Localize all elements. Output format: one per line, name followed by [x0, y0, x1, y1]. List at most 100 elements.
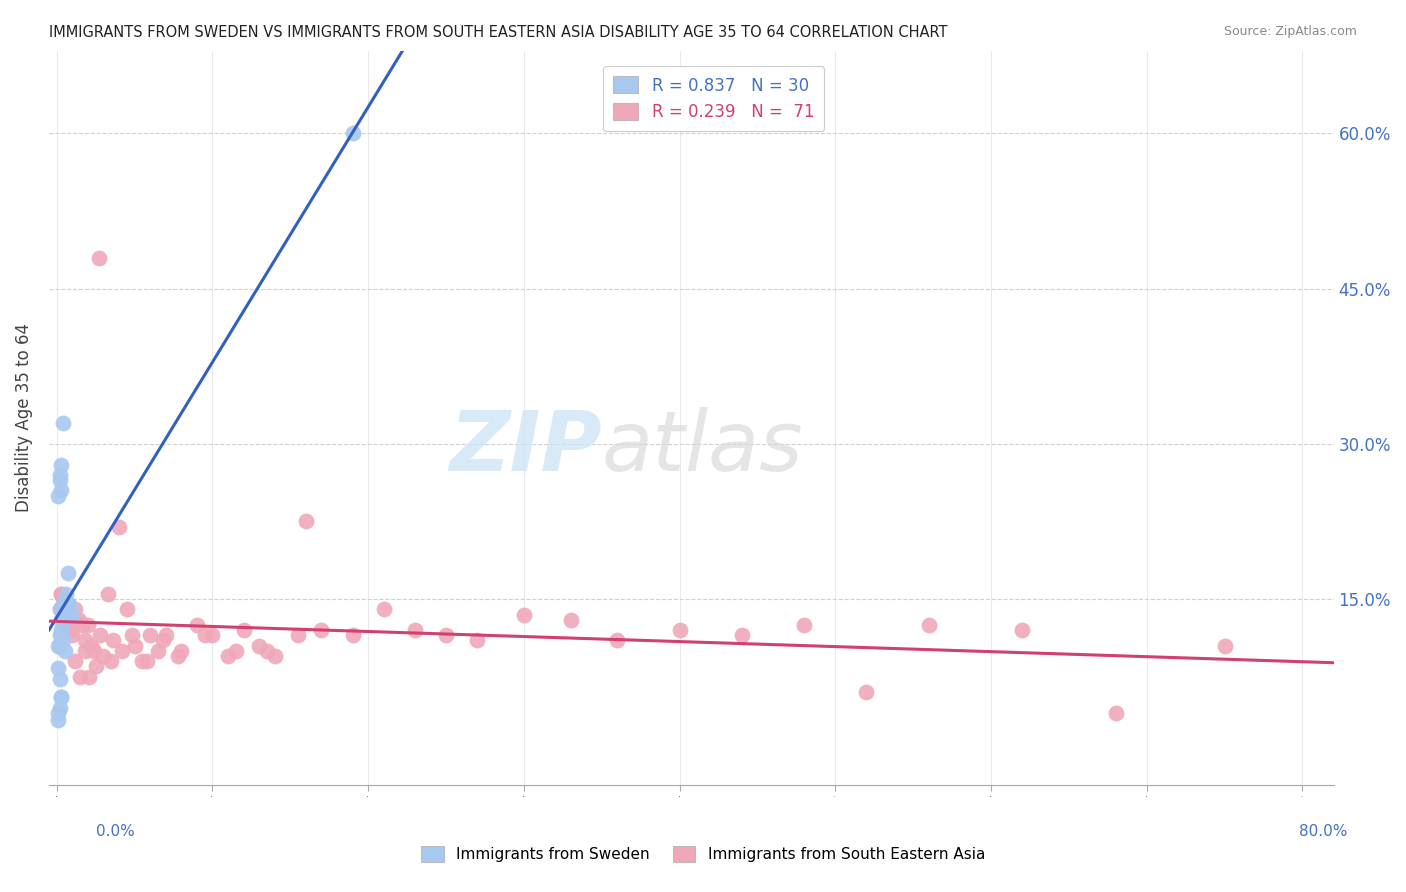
Point [56, 597, 79, 611]
Point [51, 483, 73, 498]
Point [49, 672, 72, 686]
Point [606, 633, 628, 648]
Point [247, 639, 270, 653]
Point [56, 566, 79, 581]
Point [52, 633, 75, 648]
Point [51, 587, 73, 601]
Point [167, 648, 190, 663]
Text: Source: ZipAtlas.com: Source: ZipAtlas.com [1223, 25, 1357, 38]
Point [139, 628, 162, 642]
Legend: Immigrants from Sweden, Immigrants from South Eastern Asia: Immigrants from Sweden, Immigrants from … [415, 840, 991, 868]
Point [121, 628, 143, 642]
Point [152, 633, 174, 648]
Point [115, 602, 138, 616]
Point [263, 648, 285, 663]
Point [668, 623, 690, 637]
Y-axis label: Disability Age 35 to 64: Disability Age 35 to 64 [15, 324, 32, 513]
Point [434, 628, 457, 642]
Text: ZIP: ZIP [449, 407, 602, 488]
Point [53, 607, 76, 622]
Point [217, 648, 239, 663]
Point [225, 644, 247, 658]
Point [73, 633, 96, 648]
Point [59, 623, 82, 637]
Point [46, 639, 69, 653]
Point [295, 515, 318, 529]
Point [49, 700, 72, 714]
Point [58, 602, 80, 616]
Point [131, 654, 153, 668]
Point [51, 690, 73, 705]
Point [79, 670, 101, 684]
Point [731, 628, 754, 642]
Point [52, 592, 75, 607]
Point [52, 416, 75, 430]
Point [201, 628, 224, 642]
Point [58, 613, 80, 627]
Point [793, 618, 815, 632]
Point [46, 661, 69, 675]
Point [55, 587, 77, 601]
Point [855, 685, 877, 699]
Point [46, 706, 69, 720]
Point [465, 633, 488, 648]
Point [256, 644, 278, 658]
Point [55, 613, 77, 627]
Text: 0.0%: 0.0% [96, 824, 135, 838]
Point [170, 644, 193, 658]
Point [70, 618, 93, 632]
Point [87, 251, 110, 265]
Point [83, 644, 105, 658]
Point [97, 587, 120, 601]
Point [51, 623, 73, 637]
Text: IMMIGRANTS FROM SWEDEN VS IMMIGRANTS FROM SOUTH EASTERN ASIA DISABILITY AGE 35 T: IMMIGRANTS FROM SWEDEN VS IMMIGRANTS FRO… [49, 25, 948, 40]
Point [73, 644, 96, 658]
Point [146, 644, 169, 658]
Point [60, 607, 83, 622]
Point [311, 623, 333, 637]
Point [51, 628, 73, 642]
Point [51, 613, 73, 627]
Point [77, 618, 100, 632]
Point [65, 654, 87, 668]
Point [111, 644, 134, 658]
Point [513, 607, 536, 622]
Point [49, 639, 72, 653]
Point [1011, 623, 1033, 637]
Point [51, 458, 73, 472]
Legend: R = 0.837   N = 30, R = 0.239   N =  71: R = 0.837 N = 30, R = 0.239 N = 71 [603, 66, 824, 131]
Point [49, 628, 72, 642]
Point [49, 467, 72, 482]
Point [124, 639, 146, 653]
Point [52, 597, 75, 611]
Point [101, 633, 124, 648]
Point [186, 618, 208, 632]
Point [51, 690, 73, 705]
Point [65, 602, 87, 616]
Point [46, 713, 69, 727]
Point [67, 613, 90, 627]
Point [1213, 639, 1236, 653]
Point [373, 602, 395, 616]
Point [55, 602, 77, 616]
Point [89, 628, 111, 642]
Point [342, 127, 364, 141]
Point [49, 473, 72, 487]
Point [49, 602, 72, 616]
Point [287, 628, 309, 642]
Point [59, 613, 82, 627]
Point [1104, 706, 1126, 720]
Point [69, 670, 91, 684]
Point [49, 602, 72, 616]
Text: 80.0%: 80.0% [1299, 824, 1347, 838]
Point [108, 519, 131, 533]
Point [93, 648, 115, 663]
Point [53, 644, 76, 658]
Point [918, 618, 941, 632]
Point [155, 628, 177, 642]
Point [232, 623, 254, 637]
Point [60, 628, 83, 642]
Point [136, 654, 159, 668]
Point [194, 628, 217, 642]
Point [100, 654, 122, 668]
